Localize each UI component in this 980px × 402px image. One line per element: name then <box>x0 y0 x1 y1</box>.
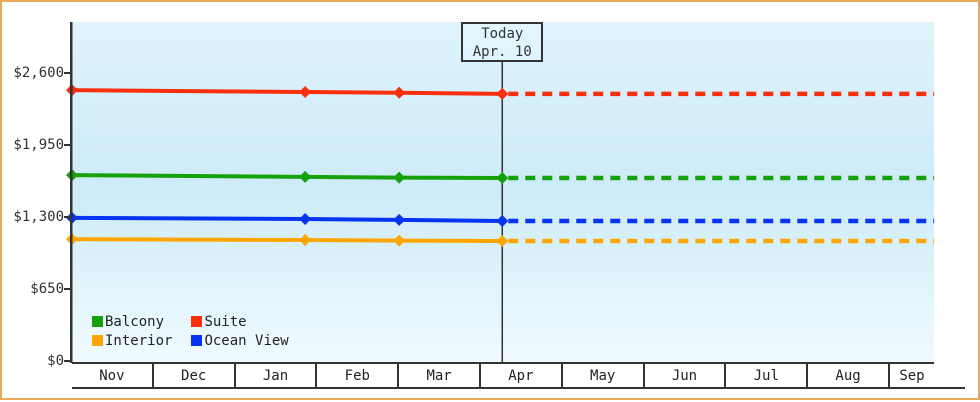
today-annotation-box: Today Apr. 10 <box>461 22 544 62</box>
legend-item-balcony: Balcony <box>92 313 183 332</box>
data-point-marker <box>393 234 406 247</box>
y-axis-tick <box>64 360 72 362</box>
y-axis-label: $650 <box>30 281 64 297</box>
y-axis-label: $2,600 <box>13 65 64 81</box>
x-axis-month-label: Mar <box>399 364 481 387</box>
legend-label: Balcony <box>105 314 165 330</box>
series-line-balcony <box>71 173 503 181</box>
legend-label: Suite <box>204 314 247 330</box>
legend-item-suite: Suite <box>191 313 247 332</box>
x-axis-month-label: Jan <box>236 364 318 387</box>
y-axis-tick <box>64 288 72 290</box>
y-axis-tick <box>64 72 72 74</box>
legend-row: Interior Ocean View <box>92 332 289 351</box>
x-axis-month-label: Nov <box>72 364 154 387</box>
series-line-ocean-view <box>71 215 503 223</box>
data-point-marker <box>299 212 312 225</box>
x-axis-month-label: Jun <box>645 364 727 387</box>
x-axis-month-label: Jul <box>726 364 809 387</box>
x-axis-bottom-line <box>72 387 965 389</box>
ocean-view-swatch-icon <box>191 335 203 346</box>
x-axis-month-label: Sep <box>899 368 925 384</box>
y-axis-line <box>70 22 73 363</box>
legend-item-ocean-view: Ocean View <box>191 332 289 351</box>
data-point-marker <box>393 213 406 226</box>
x-axis-month-label: May <box>563 364 645 387</box>
legend-label: Interior <box>105 333 173 349</box>
data-point-marker <box>393 171 406 184</box>
today-label: Today <box>481 26 524 42</box>
y-axis-tick <box>64 144 72 146</box>
today-date-label: Apr. 10 <box>472 44 532 60</box>
y-axis-label: $0 <box>47 353 64 369</box>
suite-swatch-icon <box>191 316 203 327</box>
y-axis-tick <box>64 216 72 218</box>
x-axis-month-label: Feb <box>317 364 400 387</box>
data-point-marker <box>496 172 509 185</box>
interior-swatch-icon <box>92 335 103 346</box>
legend: Balcony Suite Interior Ocean View <box>92 313 289 351</box>
data-point-marker <box>496 87 509 100</box>
data-point-marker <box>496 235 509 248</box>
data-point-marker <box>299 86 312 99</box>
data-point-marker <box>393 86 406 99</box>
x-axis-month-label: Dec <box>154 364 236 387</box>
legend-label: Ocean View <box>204 333 289 349</box>
balcony-swatch-icon <box>92 316 103 327</box>
x-axis-month-label: Aug <box>808 364 890 387</box>
data-point-marker <box>299 234 312 247</box>
y-axis-label: $1,300 <box>13 209 64 225</box>
y-axis-label: $1,950 <box>13 137 64 153</box>
data-point-marker <box>299 170 312 183</box>
data-point-marker <box>496 214 509 227</box>
series-line-interior <box>71 237 503 244</box>
x-axis-month-label: Apr <box>481 364 563 387</box>
x-axis-month-row: Nov Dec Jan Feb Mar Apr May Jun Jul Aug Sep <box>72 362 934 387</box>
series-line-suite <box>71 88 503 96</box>
legend-row: Balcony Suite <box>92 313 289 332</box>
legend-item-interior: Interior <box>92 332 183 351</box>
